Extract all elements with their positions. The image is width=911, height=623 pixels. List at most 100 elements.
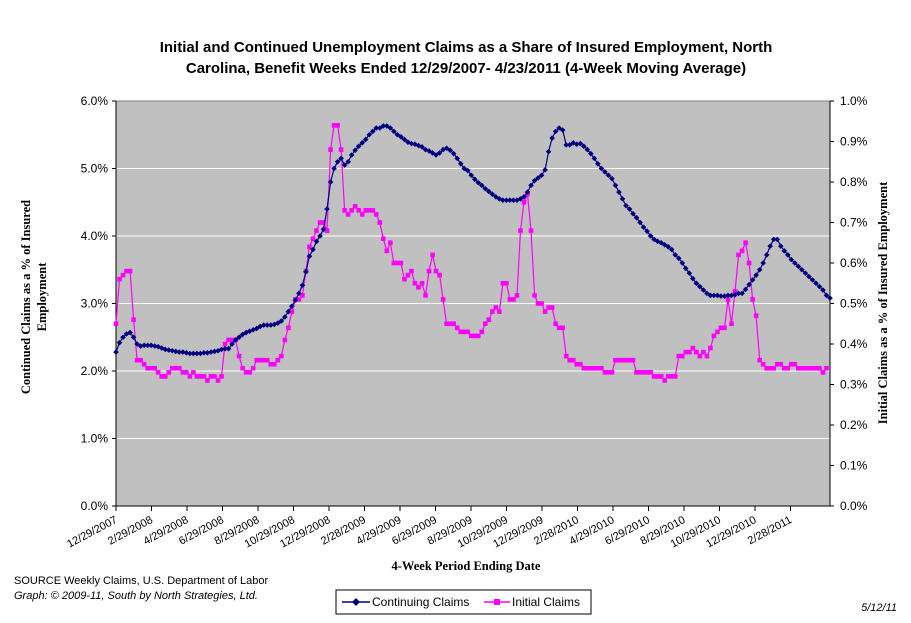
data-point bbox=[496, 196, 503, 202]
data-point bbox=[750, 297, 755, 302]
right-tick-label: 0.4% bbox=[840, 337, 868, 351]
data-point bbox=[549, 135, 555, 141]
left-tick-label: 1.0% bbox=[81, 432, 109, 446]
data-point bbox=[714, 292, 721, 299]
data-point bbox=[806, 366, 812, 371]
data-point bbox=[816, 283, 823, 290]
data-point bbox=[155, 343, 162, 350]
data-point bbox=[606, 370, 611, 375]
data-point bbox=[138, 357, 143, 363]
data-point bbox=[405, 272, 411, 278]
data-point bbox=[694, 349, 699, 355]
data-point bbox=[194, 350, 200, 357]
data-point bbox=[609, 370, 615, 375]
legend-box bbox=[335, 589, 592, 615]
data-point bbox=[271, 321, 278, 328]
data-point bbox=[324, 206, 330, 212]
data-point bbox=[261, 357, 267, 363]
data-point bbox=[205, 378, 210, 383]
data-point bbox=[743, 240, 748, 246]
data-point bbox=[654, 238, 661, 245]
data-point bbox=[620, 357, 625, 363]
data-point bbox=[749, 277, 756, 283]
data-point bbox=[289, 309, 295, 314]
left-tick-label: 6.0% bbox=[81, 94, 109, 108]
data-point bbox=[289, 303, 295, 309]
data-point bbox=[675, 255, 682, 262]
data-point bbox=[753, 272, 759, 278]
data-point bbox=[426, 148, 432, 154]
data-point bbox=[546, 305, 551, 310]
data-point bbox=[500, 280, 506, 286]
data-point bbox=[573, 141, 580, 147]
right-tick-label: 0.0% bbox=[840, 499, 868, 513]
data-point bbox=[278, 318, 285, 324]
data-point bbox=[742, 286, 749, 293]
data-point bbox=[778, 361, 784, 367]
data-point bbox=[478, 182, 485, 189]
data-point bbox=[531, 177, 538, 184]
left-axis-title-line-1: Continued Claims as a % of Insured bbox=[19, 200, 33, 394]
data-point bbox=[602, 169, 608, 175]
data-point bbox=[201, 374, 207, 379]
data-point bbox=[767, 366, 773, 371]
data-point bbox=[665, 244, 672, 250]
data-point bbox=[120, 334, 126, 341]
data-point bbox=[725, 297, 731, 302]
data-point bbox=[686, 270, 693, 276]
data-point bbox=[454, 325, 460, 331]
data-point bbox=[729, 321, 734, 327]
data-point bbox=[532, 293, 537, 298]
data-point bbox=[384, 248, 390, 254]
legend-continuing-label: Continuing Claims bbox=[372, 595, 469, 609]
data-point bbox=[141, 361, 147, 367]
data-point bbox=[697, 283, 703, 290]
data-point bbox=[173, 366, 179, 371]
data-point bbox=[563, 142, 570, 148]
legend-continuing-marker bbox=[352, 598, 360, 606]
data-point bbox=[254, 357, 259, 363]
data-point bbox=[510, 197, 517, 204]
data-point bbox=[331, 123, 337, 128]
data-point bbox=[489, 191, 496, 197]
data-point bbox=[380, 123, 387, 129]
data-point bbox=[236, 334, 242, 341]
data-point bbox=[623, 357, 629, 363]
data-point bbox=[307, 244, 312, 250]
data-point bbox=[767, 243, 774, 249]
data-point bbox=[292, 297, 299, 303]
data-point bbox=[475, 333, 481, 339]
data-point bbox=[472, 333, 478, 339]
data-point bbox=[303, 268, 309, 275]
data-point bbox=[626, 206, 633, 212]
data-point bbox=[672, 374, 678, 379]
data-point bbox=[222, 345, 228, 352]
data-point bbox=[187, 374, 193, 379]
data-point bbox=[644, 370, 650, 375]
data-point bbox=[823, 292, 830, 299]
data-point bbox=[658, 374, 664, 379]
data-point bbox=[246, 328, 253, 334]
data-point bbox=[605, 172, 612, 179]
gridlines bbox=[116, 168, 830, 439]
credit-note: Graph: © 2009-11, South by North Strateg… bbox=[14, 590, 258, 602]
data-point bbox=[440, 297, 446, 302]
data-point bbox=[253, 325, 260, 332]
data-point bbox=[194, 374, 200, 379]
data-point bbox=[616, 357, 622, 363]
data-point bbox=[718, 325, 724, 331]
data-point bbox=[184, 370, 189, 375]
left-tick-label: 3.0% bbox=[81, 297, 109, 311]
data-point bbox=[788, 256, 795, 263]
data-point bbox=[444, 321, 449, 327]
data-point bbox=[148, 366, 154, 371]
data-point bbox=[376, 125, 383, 131]
data-point bbox=[570, 357, 576, 363]
data-point bbox=[162, 346, 169, 353]
right-tick-label: 0.6% bbox=[840, 256, 868, 270]
data-point bbox=[588, 366, 594, 371]
data-point bbox=[595, 160, 601, 167]
data-point bbox=[130, 334, 137, 341]
data-point bbox=[271, 361, 277, 367]
data-point bbox=[641, 370, 646, 375]
